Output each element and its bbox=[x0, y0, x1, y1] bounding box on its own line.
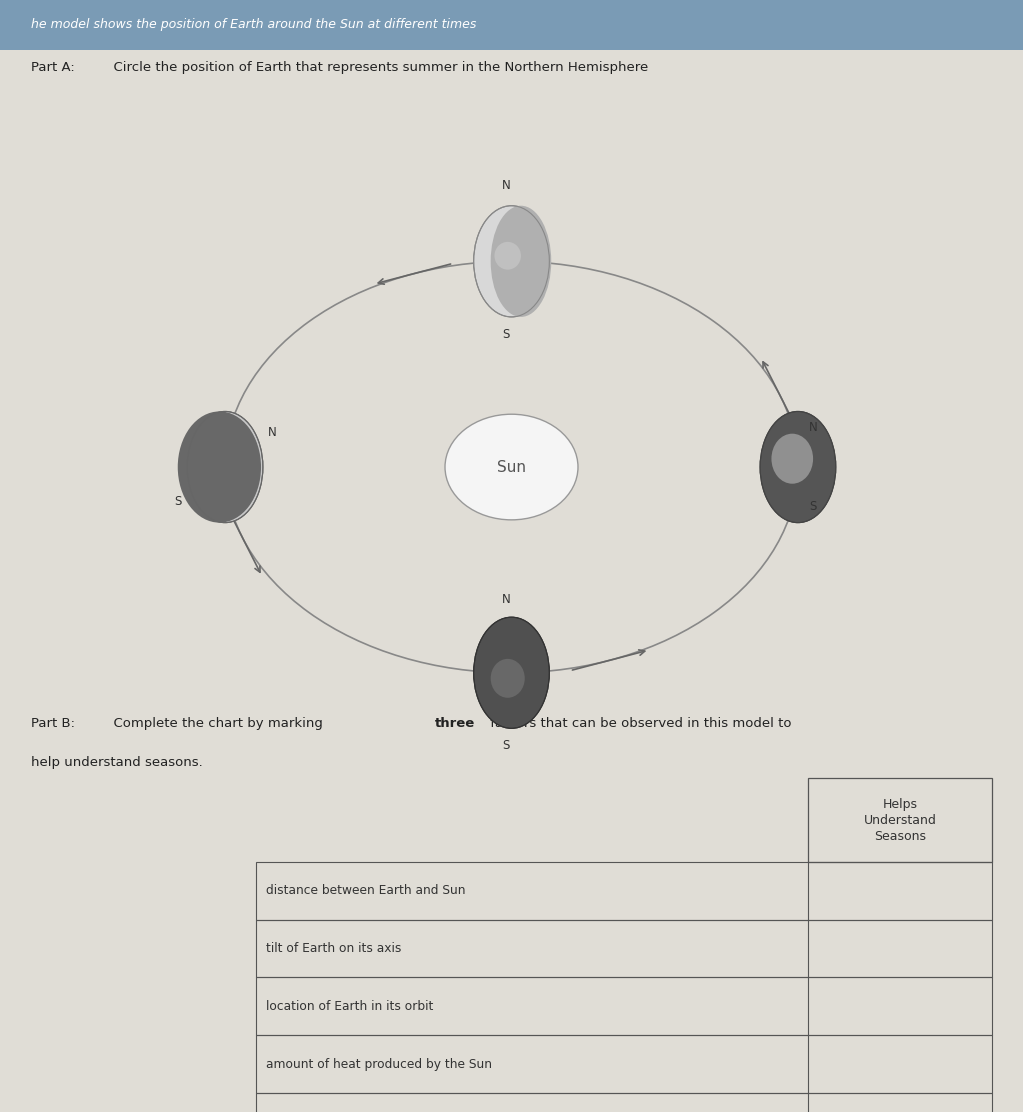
Text: Part B:: Part B: bbox=[31, 717, 75, 731]
Ellipse shape bbox=[771, 434, 813, 484]
Ellipse shape bbox=[474, 617, 549, 728]
Text: location of Earth in its orbit: location of Earth in its orbit bbox=[266, 1000, 434, 1013]
Text: S: S bbox=[502, 328, 510, 341]
Text: three: three bbox=[435, 717, 475, 731]
Text: N: N bbox=[268, 426, 277, 439]
Bar bbox=[256, 977, 992, 1035]
Text: amount of heat produced by the Sun: amount of heat produced by the Sun bbox=[266, 1058, 492, 1071]
Text: he model shows the position of Earth around the Sun at different times: he model shows the position of Earth aro… bbox=[31, 18, 476, 31]
Ellipse shape bbox=[494, 242, 521, 270]
Ellipse shape bbox=[474, 206, 549, 317]
Text: Part A:: Part A: bbox=[31, 61, 75, 75]
Ellipse shape bbox=[445, 414, 578, 520]
Text: help understand seasons.: help understand seasons. bbox=[31, 756, 203, 770]
Text: N: N bbox=[502, 179, 510, 192]
Text: N: N bbox=[809, 420, 818, 434]
Text: Sun: Sun bbox=[497, 459, 526, 475]
Bar bbox=[0, 0, 1023, 50]
Text: S: S bbox=[502, 739, 510, 753]
Bar bbox=[808, 778, 992, 862]
Text: distance between Earth and Sun: distance between Earth and Sun bbox=[266, 884, 465, 897]
Text: factors that can be observed in this model to: factors that can be observed in this mod… bbox=[486, 717, 792, 731]
Ellipse shape bbox=[760, 411, 836, 523]
Bar bbox=[256, 1035, 992, 1093]
Ellipse shape bbox=[178, 411, 261, 523]
Text: Complete the chart by marking: Complete the chart by marking bbox=[105, 717, 327, 731]
Bar bbox=[256, 920, 992, 977]
Bar bbox=[256, 862, 992, 920]
Ellipse shape bbox=[187, 411, 263, 523]
Ellipse shape bbox=[491, 206, 551, 317]
Text: Circle the position of Earth that represents summer in the Northern Hemisphere: Circle the position of Earth that repres… bbox=[105, 61, 649, 75]
Text: S: S bbox=[809, 500, 816, 514]
Text: tilt of Earth on its axis: tilt of Earth on its axis bbox=[266, 942, 401, 955]
Bar bbox=[256, 1093, 992, 1112]
Ellipse shape bbox=[491, 658, 525, 698]
Text: Helps
Understand
Seasons: Helps Understand Seasons bbox=[863, 797, 937, 843]
Text: N: N bbox=[502, 593, 510, 606]
Text: S: S bbox=[175, 495, 182, 508]
